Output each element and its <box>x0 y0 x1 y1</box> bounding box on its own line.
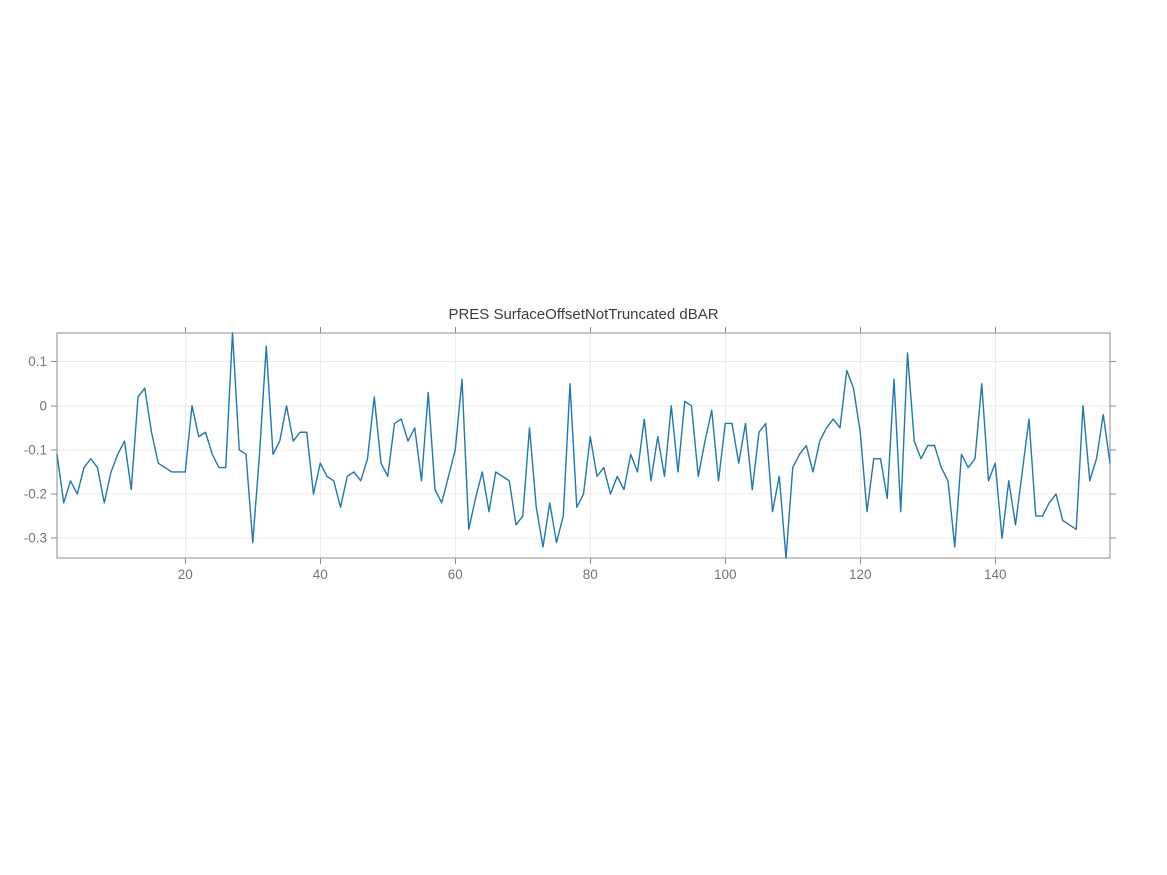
x-tick-label: 140 <box>984 567 1007 582</box>
y-tick-label: 0.1 <box>28 354 47 369</box>
x-tick-label: 60 <box>448 567 463 582</box>
chart-title: PRES SurfaceOffsetNotTruncated dBAR <box>448 306 719 323</box>
axis-box <box>56 332 1111 559</box>
x-tick-label: 20 <box>178 567 193 582</box>
y-tick-label: -0.3 <box>24 531 47 546</box>
y-tick-label: -0.2 <box>24 487 47 502</box>
x-tick-label: 40 <box>313 567 328 582</box>
y-tick-label: 0 <box>39 398 47 413</box>
x-tick-label: 80 <box>583 567 598 582</box>
data-line <box>56 332 1111 559</box>
x-tick-label: 120 <box>849 567 872 582</box>
y-tick-label: -0.1 <box>24 442 47 457</box>
x-tick-label: 100 <box>714 567 737 582</box>
